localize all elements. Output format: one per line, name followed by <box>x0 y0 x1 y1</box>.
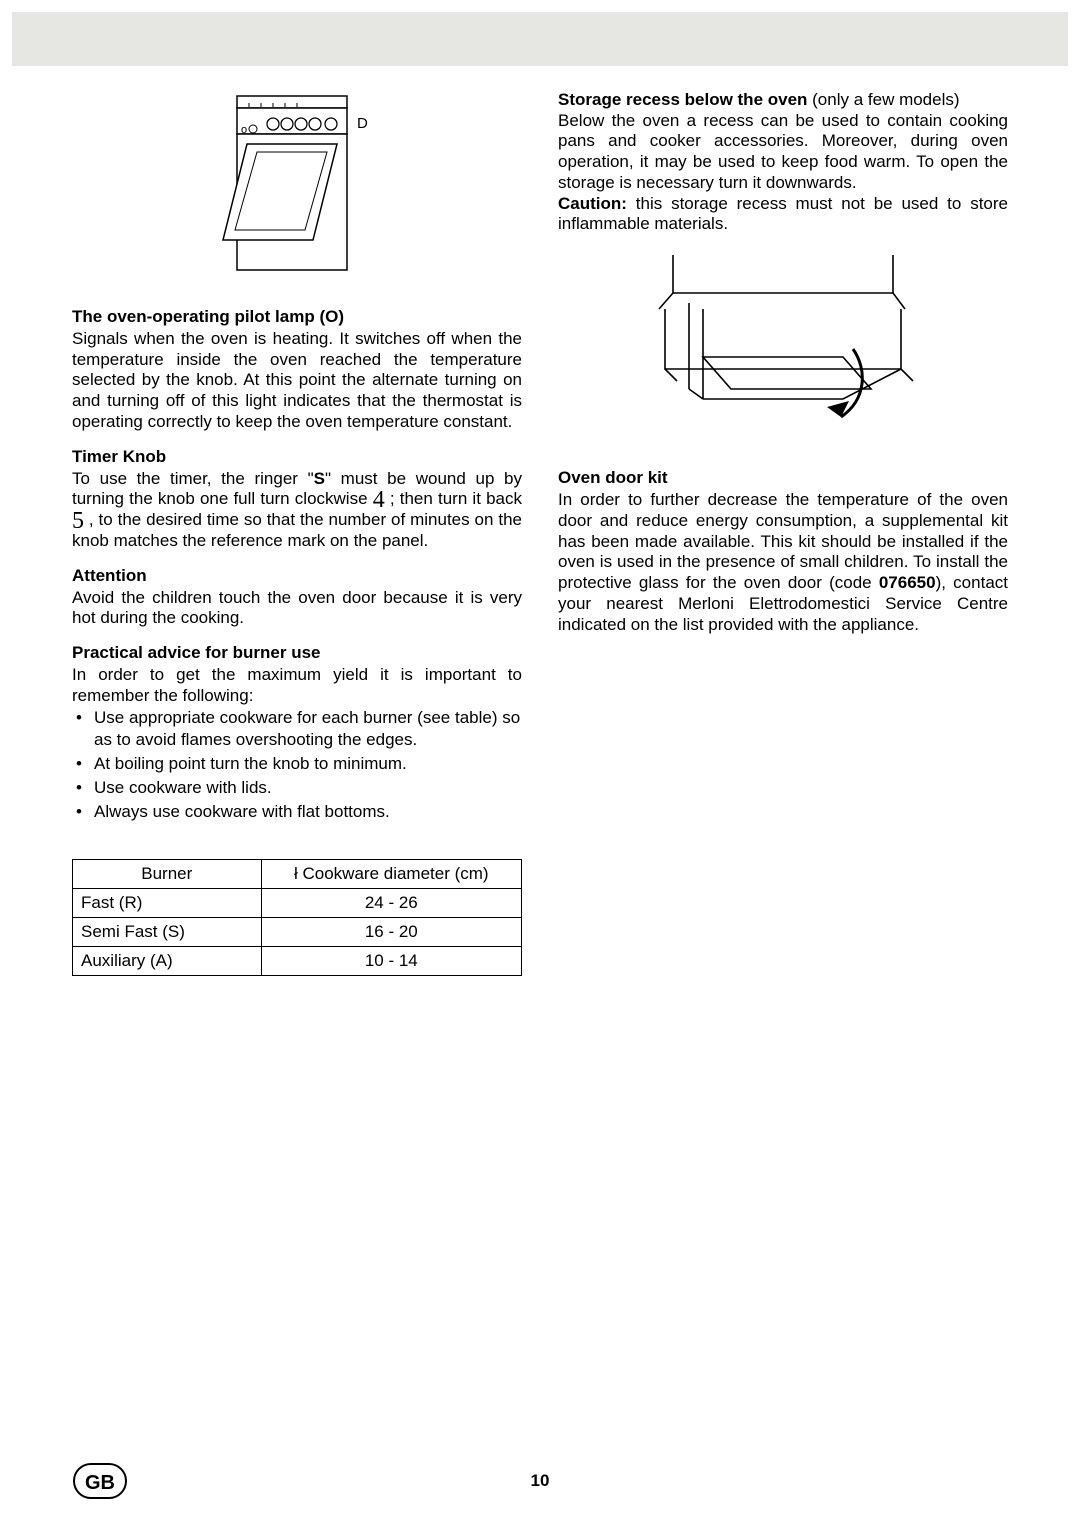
list-item: Use appropriate cookware for each burner… <box>94 707 522 751</box>
header-bar <box>12 12 1068 66</box>
body: Below the oven a recess can be used to c… <box>558 111 1008 194</box>
table-row: Auxiliary (A) 10 - 14 <box>73 947 522 976</box>
heading: Oven door kit <box>558 468 1008 488</box>
text: , to the desired time so that the number… <box>72 510 522 550</box>
svg-text:D: D <box>357 115 368 132</box>
cell-burner: Semi Fast (S) <box>73 918 262 947</box>
cell-diameter: 10 - 14 <box>261 947 521 976</box>
letter-s: S <box>314 469 325 488</box>
burner-table: Burner ł Cookware diameter (cm) Fast (R)… <box>72 859 522 976</box>
content-region: D o The oven-operating pilot lamp (O) Si… <box>12 66 1068 976</box>
burner-advice-section: Practical advice for burner use In order… <box>72 643 522 823</box>
body: Signals when the oven is heating. It swi… <box>72 329 522 433</box>
code: 076650 <box>879 573 936 592</box>
svg-text:o: o <box>241 124 247 136</box>
table-row: Fast (R) 24 - 26 <box>73 889 522 918</box>
clockwise-icon: 4 <box>373 493 385 507</box>
col-burner: Burner <box>73 860 262 889</box>
body: To use the timer, the ringer "S" must be… <box>72 469 522 552</box>
storage-diagram <box>558 249 1008 454</box>
heading: Practical advice for burner use <box>72 643 522 663</box>
col-diameter: ł Cookware diameter (cm) <box>261 860 521 889</box>
heading-suffix: (only a few models) <box>807 90 959 109</box>
heading: Timer Knob <box>72 447 522 467</box>
caution-label: Caution: <box>558 194 627 213</box>
timer-knob-section: Timer Knob To use the timer, the ringer … <box>72 447 522 552</box>
oven-diagram: D o <box>72 90 522 285</box>
table-row: Semi Fast (S) 16 - 20 <box>73 918 522 947</box>
caution-line: Caution: this storage recess must not be… <box>558 194 1008 235</box>
body: In order to further decrease the tempera… <box>558 490 1008 635</box>
list-item: Use cookware with lids. <box>94 777 522 799</box>
heading: Storage recess below the oven <box>558 90 807 109</box>
heading: The oven-operating pilot lamp (O) <box>72 307 522 327</box>
storage-section: Storage recess below the oven (only a fe… <box>558 90 1008 235</box>
right-column: Storage recess below the oven (only a fe… <box>558 90 1008 976</box>
cell-burner: Auxiliary (A) <box>73 947 262 976</box>
pilot-lamp-section: The oven-operating pilot lamp (O) Signal… <box>72 307 522 433</box>
cell-diameter: 16 - 20 <box>261 918 521 947</box>
cell-diameter: 24 - 26 <box>261 889 521 918</box>
intro: In order to get the maximum yield it is … <box>72 665 522 706</box>
anticlockwise-icon: 5 <box>72 514 84 528</box>
svg-text:GB: GB <box>85 1472 115 1494</box>
door-kit-section: Oven door kit In order to further decrea… <box>558 468 1008 635</box>
region-badge: GB <box>72 1462 128 1500</box>
heading: Attention <box>72 566 522 586</box>
text: To use the timer, the ringer " <box>72 469 314 488</box>
heading-line: Storage recess below the oven (only a fe… <box>558 90 1008 111</box>
page-number: 10 <box>128 1471 952 1491</box>
body: Avoid the children touch the oven door b… <box>72 588 522 629</box>
attention-section: Attention Avoid the children touch the o… <box>72 566 522 629</box>
list-item: At boiling point turn the knob to minimu… <box>94 753 522 775</box>
footer: GB 10 <box>0 1462 1080 1500</box>
text: ; then turn it back <box>385 489 522 508</box>
bullet-list: Use appropriate cookware for each burner… <box>72 707 522 823</box>
table-row: Burner ł Cookware diameter (cm) <box>73 860 522 889</box>
left-column: D o The oven-operating pilot lamp (O) Si… <box>72 90 522 976</box>
cell-burner: Fast (R) <box>73 889 262 918</box>
list-item: Always use cookware with flat bottoms. <box>94 801 522 823</box>
